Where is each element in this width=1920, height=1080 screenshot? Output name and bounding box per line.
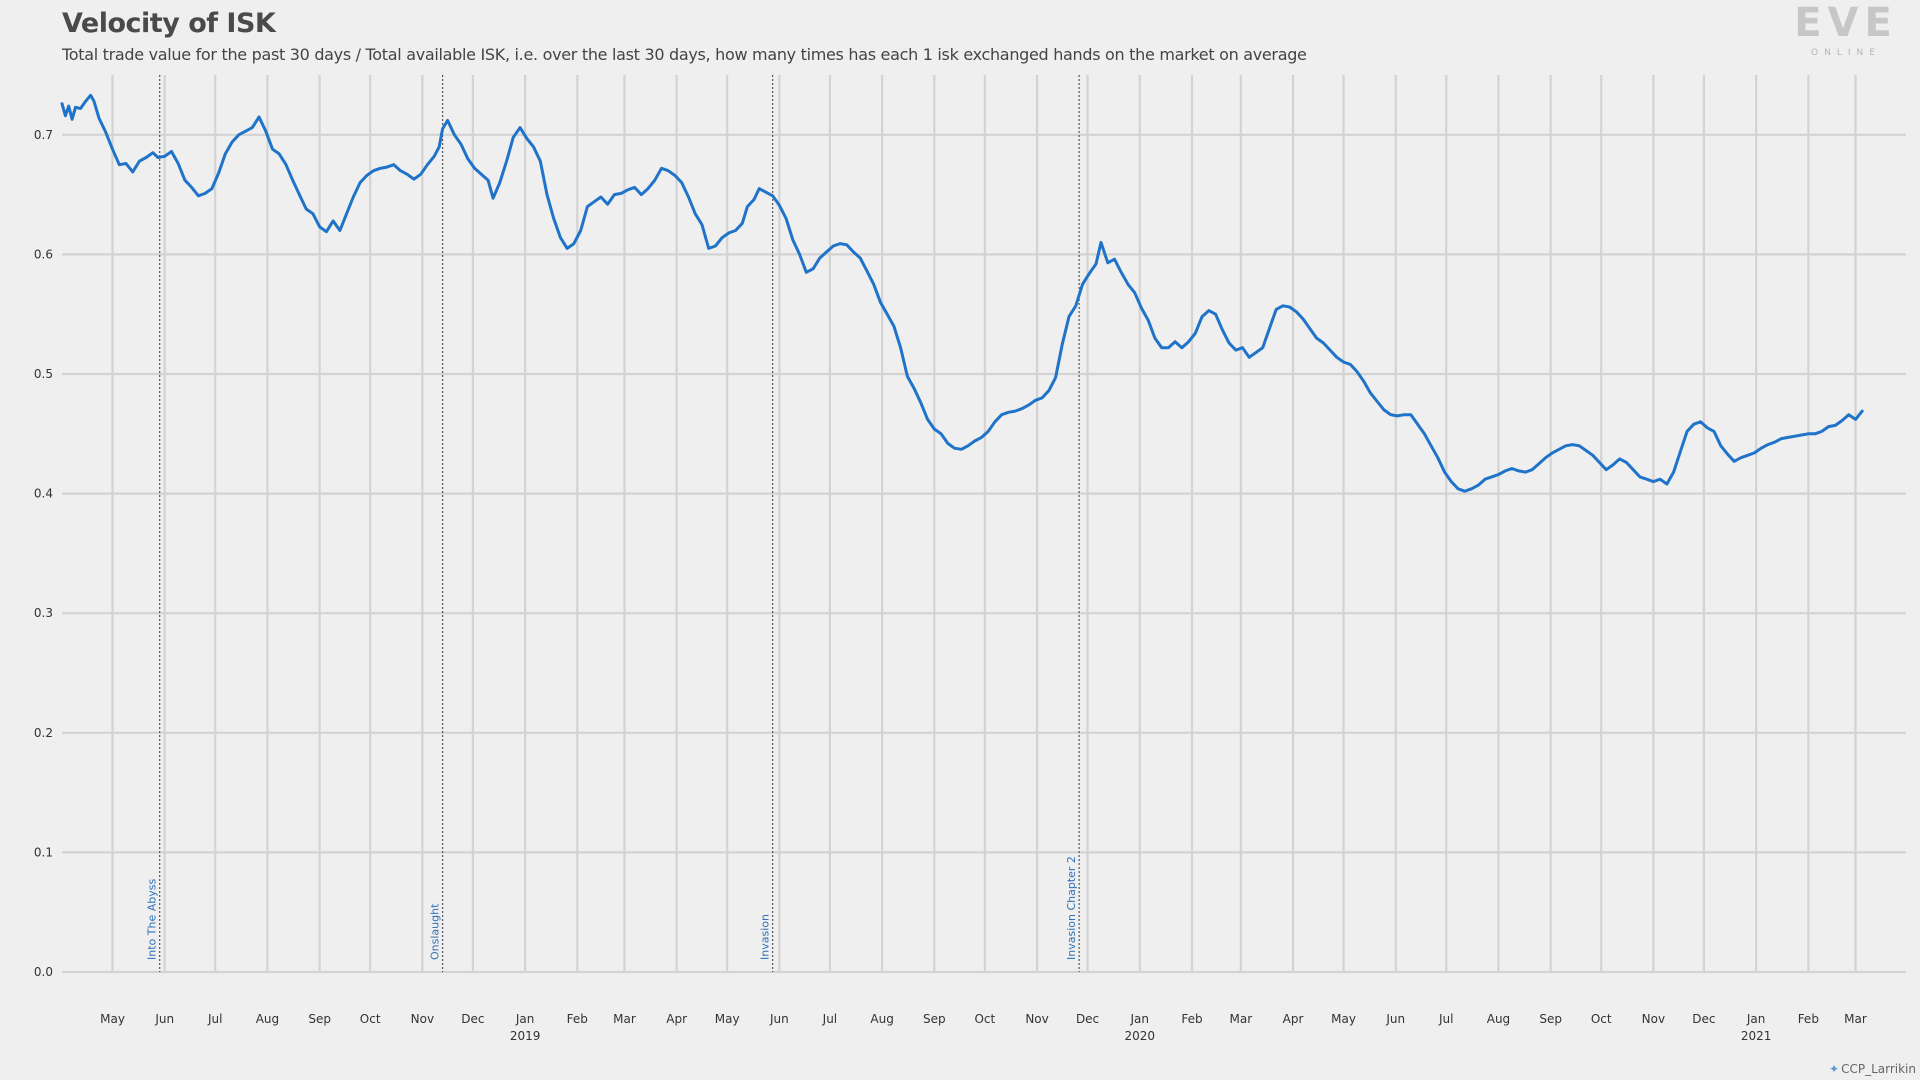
x-tick-label: May [715,1012,740,1026]
author-handle: CCP_Larrikin [1841,1062,1916,1076]
event-label: Invasion [759,914,772,960]
axis-layer: 0.0 0.1 0.2 0.3 0.4 0.5 0.6 0.7 May Jun Jul Aug Sep O… [34,128,1867,1043]
series-layer [60,93,1864,493]
x-tick-label: Mar [1229,1012,1252,1026]
x-year-label: 2021 [1741,1029,1772,1043]
x-tick-label: Jul [1438,1012,1453,1026]
x-tick-label: May [1331,1012,1356,1026]
x-tick-label: Feb [567,1012,588,1026]
y-tick-label: 0.0 [34,965,53,979]
y-tick-label: 0.5 [34,367,53,381]
logo-sub-text: ONLINE [1811,48,1881,58]
x-tick-label: Dec [1076,1012,1099,1026]
x-tick-label: Sep [308,1012,331,1026]
x-tick-label: Oct [1591,1012,1612,1026]
chart-title: Velocity of ISK [62,8,276,39]
event-label: Into The Abyss [146,879,159,960]
x-tick-label: Aug [870,1012,893,1026]
eve-online-logo: EVE ONLINE [1794,0,1898,58]
x-tick-label: Nov [411,1012,434,1026]
x-tick-label: Jun [154,1012,174,1026]
event-label: Invasion Chapter 2 [1065,856,1078,960]
x-year-label: 2019 [510,1029,541,1043]
x-tick-label: Apr [1283,1012,1304,1026]
chart-subtitle: Total trade value for the past 30 days /… [62,45,1307,64]
logo-main-text: EVE [1794,0,1898,46]
y-tick-label: 0.4 [34,487,53,501]
author-credit: ✦ CCP_Larrikin [1829,1062,1916,1076]
x-tick-label: Mar [1844,1012,1867,1026]
x-tick-label: May [100,1012,125,1026]
twitter-bird-icon: ✦ [1829,1062,1840,1076]
x-tick-label: Aug [1487,1012,1510,1026]
y-tick-label: 0.1 [34,845,53,859]
x-tick-label: Apr [666,1012,687,1026]
x-tick-label: Sep [1539,1012,1562,1026]
x-tick-label: Feb [1798,1012,1819,1026]
y-tick-label: 0.3 [34,606,53,620]
x-tick-label: Dec [461,1012,484,1026]
event-layer: Into The Abyss Onslaught Invasion Invasion … [146,75,1080,972]
x-tick-label: Jan [1130,1012,1150,1026]
x-tick-label: Jul [207,1012,222,1026]
x-tick-label: Feb [1181,1012,1202,1026]
event-label: Onslaught [429,903,442,960]
x-tick-label: Jun [769,1012,789,1026]
x-tick-label: Jan [1746,1012,1766,1026]
x-tick-label: Jun [1385,1012,1405,1026]
x-tick-label: Nov [1642,1012,1665,1026]
x-tick-label: Aug [256,1012,279,1026]
x-tick-label: Nov [1025,1012,1048,1026]
x-tick-label: Sep [923,1012,946,1026]
y-tick-label: 0.7 [34,128,53,142]
x-tick-label: Jan [515,1012,535,1026]
x-tick-label: Oct [360,1012,381,1026]
y-tick-label: 0.2 [34,726,53,740]
x-tick-label: Dec [1692,1012,1715,1026]
y-tick-label: 0.6 [34,247,53,261]
series-line [60,93,1864,493]
x-tick-label: Mar [613,1012,636,1026]
x-year-label: 2020 [1124,1029,1155,1043]
grid-layer [62,75,1906,974]
x-tick-label: Jul [822,1012,837,1026]
x-tick-label: Oct [974,1012,995,1026]
